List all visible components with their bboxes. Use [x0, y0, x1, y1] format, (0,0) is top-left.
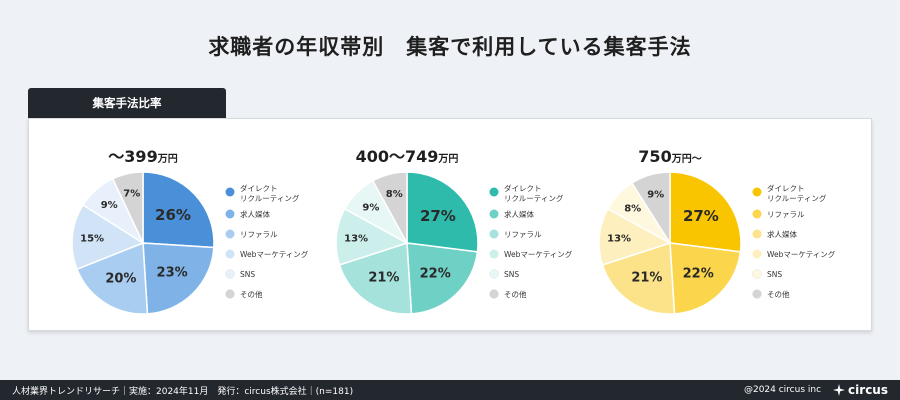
brand-spark-icon: [833, 384, 846, 396]
chart-title-unit: 万円: [437, 153, 458, 165]
legend-label: その他: [767, 289, 790, 299]
legend-label: SNS: [504, 270, 519, 279]
legend-swatch: [225, 229, 235, 239]
pie-slice: [142, 171, 215, 249]
pie-slice: [601, 241, 676, 315]
legend-label: リファラル: [504, 230, 542, 239]
legend-label: 求人媒体: [504, 209, 534, 219]
footer-copyright: @2024 circus inc: [743, 385, 822, 395]
pie-slice: [111, 171, 144, 244]
chart-title-unit: 万円: [157, 153, 178, 165]
pie-slice: [371, 171, 408, 244]
legend-swatch: [752, 249, 762, 259]
legend-label: その他: [504, 289, 527, 299]
legend-label: SNS: [767, 270, 782, 279]
legend-swatch: [225, 269, 235, 279]
legend-label: ダイレクトリクルーティング: [767, 183, 827, 203]
legend-swatch: [489, 289, 499, 299]
pie-chart-3: 750万円〜 27% 22% 21% 13% 8% 9% ダイレクトリクルーティングリファラル…: [598, 147, 836, 315]
legend-label: Webマーケティング: [504, 249, 573, 259]
legend-swatch: [752, 187, 762, 197]
legend-label: ダイレクトリクルーティング: [504, 183, 564, 203]
legend-swatch: [225, 209, 235, 219]
legend-label: 求人媒体: [767, 229, 797, 239]
slice-label: 26%: [155, 206, 191, 224]
legend-swatch: [752, 209, 762, 219]
slice-label: 9%: [101, 200, 118, 211]
pie-slice: [669, 242, 742, 315]
pie-slice: [630, 171, 671, 246]
legend-swatch: [489, 209, 499, 219]
legend-swatch: [752, 269, 762, 279]
legend-swatch: [225, 249, 235, 259]
slice-label: 9%: [647, 189, 664, 200]
legend-swatch: [489, 269, 499, 279]
pie-chart-2: 400〜749万円 27% 22% 21% 13% 9% 8% ダイレクトリクルーティング求人…: [335, 147, 573, 315]
pie-slice: [335, 207, 409, 266]
pie-slice: [142, 242, 215, 315]
chart-title: 400〜749万円: [356, 147, 459, 166]
legend-label: Webマーケティング: [240, 249, 309, 259]
footer-source: 人材業界トレンドリサーチ｜実施：2024年11月 発行：circus株式会社｜(…: [12, 386, 354, 397]
pie-slice: [71, 203, 145, 271]
slice-label: 7%: [123, 189, 140, 200]
legend-swatch: [752, 229, 762, 239]
slice-label: 21%: [631, 271, 662, 286]
pie-slice: [338, 241, 413, 315]
legend-label: その他: [240, 289, 263, 299]
footer-bar: 人材業界トレンドリサーチ｜実施：2024年11月 発行：circus株式会社｜(…: [0, 380, 900, 400]
pie-slice: [669, 171, 742, 253]
brand-logo: circus: [833, 383, 888, 397]
legend-swatch: [489, 187, 499, 197]
chart-title-main: 400〜749: [356, 147, 439, 166]
section-tab: 集客手法比率: [28, 88, 226, 118]
pie-slice: [406, 171, 479, 253]
legend-swatch: [489, 229, 499, 239]
chart-title-main: 750: [638, 147, 671, 166]
chart-title: 750万円〜: [638, 147, 701, 166]
slice-label: 20%: [105, 271, 136, 286]
slice-label: 22%: [683, 267, 714, 282]
slice-label: 21%: [368, 271, 399, 286]
legend-swatch: [225, 289, 235, 299]
legend-label: ダイレクトリクルーティング: [240, 183, 300, 203]
slice-label: 8%: [624, 204, 641, 215]
chart-title-unit: 万円〜: [671, 153, 702, 165]
pie-slice: [76, 241, 149, 315]
slice-label: 27%: [420, 207, 456, 225]
brand-name: circus: [848, 383, 888, 397]
legend-swatch: [752, 289, 762, 299]
slice-label: 9%: [362, 202, 379, 213]
slice-label: 8%: [386, 189, 403, 200]
legend-label: リファラル: [767, 210, 805, 219]
chart-title-main: 〜399: [108, 147, 157, 166]
slice-label: 13%: [344, 234, 368, 245]
slice-label: 23%: [157, 266, 188, 281]
legend-label: Webマーケティング: [767, 249, 836, 259]
pie-slice: [598, 207, 672, 266]
slice-label: 15%: [80, 234, 104, 245]
pie-chart-1: 〜399万円 26% 23% 20% 15% 9% 7% ダイレクトリクルーティング求人媒体リ…: [71, 147, 309, 315]
pie-slice: [406, 242, 479, 315]
slice-label: 22%: [420, 267, 451, 282]
slice-label: 13%: [607, 234, 631, 245]
legend-label: SNS: [240, 270, 255, 279]
page-title: 求職者の年収帯別 集客で利用している集客手法: [208, 35, 692, 59]
slice-label: 27%: [683, 207, 719, 225]
legend-label: 求人媒体: [240, 209, 270, 219]
legend-swatch: [225, 187, 235, 197]
legend-swatch: [489, 249, 499, 259]
legend-label: リファラル: [240, 230, 278, 239]
chart-title: 〜399万円: [108, 147, 177, 166]
